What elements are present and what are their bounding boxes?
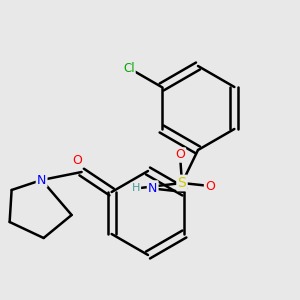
Text: O: O	[175, 148, 185, 161]
Text: N: N	[37, 173, 46, 187]
Text: O: O	[73, 154, 82, 166]
Text: H: H	[132, 183, 140, 193]
Text: Cl: Cl	[123, 61, 134, 74]
Text: O: O	[205, 179, 215, 193]
Text: N: N	[148, 182, 158, 194]
Text: S: S	[178, 176, 186, 190]
